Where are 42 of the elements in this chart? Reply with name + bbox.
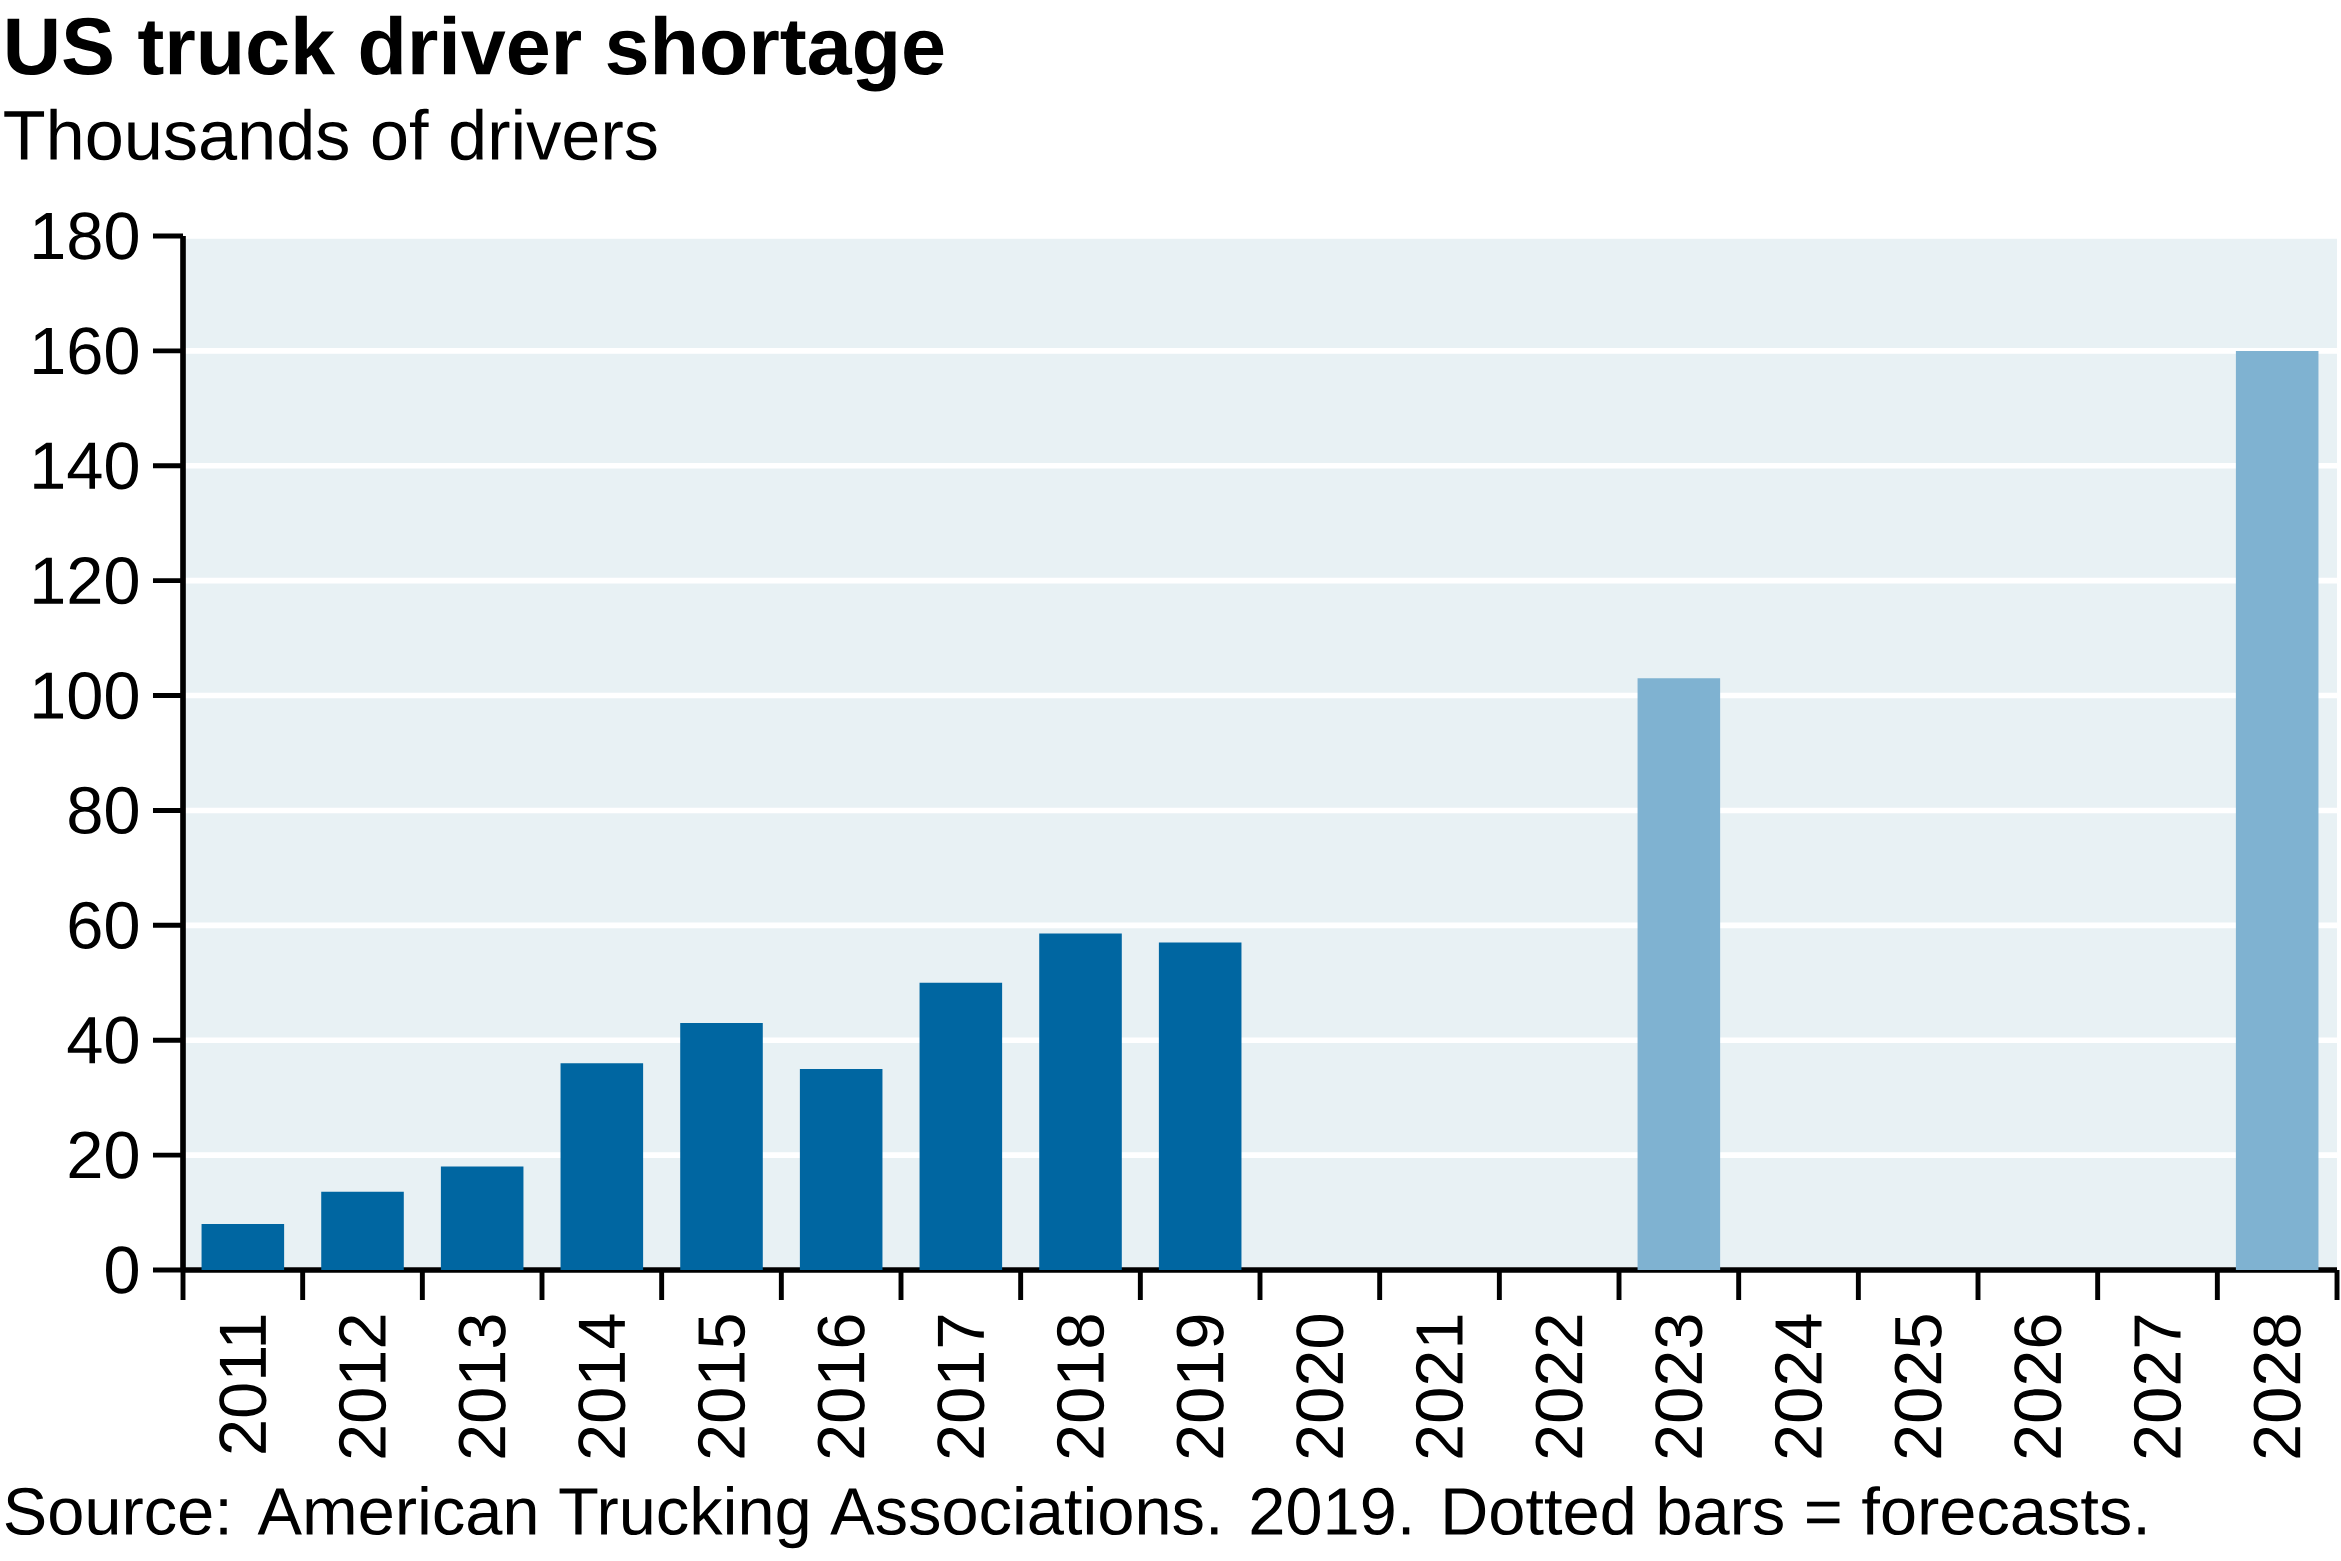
bar [680,1023,763,1271]
x-tick-label: 2013 [458,1315,506,1458]
y-tick-label: 100 [34,671,138,720]
y-tick-label: 180 [34,212,138,260]
x-tick-label: 2023 [1655,1315,1703,1458]
x-tick-label: 2011 [219,1315,267,1453]
x-tick-label: 2019 [1176,1315,1224,1458]
bar [560,1063,644,1271]
y-tick-label: 40 [67,1016,138,1064]
bar [799,1068,883,1271]
x-tick-label: 2016 [817,1315,865,1458]
x-tick-label: 2014 [578,1314,626,1458]
y-tick-label: 120 [34,557,138,605]
source-note: Source: American Trucking Associations. 2019. Dotted bars = forecasts. [5,1486,2145,1549]
bar [1158,942,1242,1271]
bar [919,982,1003,1271]
x-tick-label: 2027 [2133,1315,2182,1458]
x-tick-label: 2017 [937,1315,985,1458]
x-tick-label: 2021 [1415,1315,1464,1458]
chart-subtitle: Thousands of drivers [4,108,657,161]
y-tick-label: 0 [106,1246,138,1294]
x-tick-label: 2015 [697,1315,746,1458]
x-tick-label: 2022 [1535,1315,1583,1458]
bar [2235,350,2319,1271]
y-tick-label: 20 [69,1131,138,1179]
chart-title: US truck driver shortage [7,15,944,92]
x-tick-label: 2020 [1296,1315,1344,1458]
x-tick-label: 2024 [1774,1314,1823,1458]
y-tick-label: 160 [34,327,138,375]
y-tick-label: 80 [69,786,138,835]
x-tick-label: 2018 [1056,1315,1105,1458]
y-tick-label: 60 [69,901,138,949]
bar [440,1166,524,1271]
x-tick-label: 2012 [338,1315,387,1458]
x-tick-label: 2025 [1894,1315,1942,1458]
bar [321,1191,404,1271]
bar [201,1224,285,1271]
y-tick-label: 140 [34,442,138,490]
bar [1039,933,1122,1271]
bar [1637,678,1721,1271]
x-tick-label: 2026 [2014,1315,2062,1458]
x-tick-label: 2028 [2253,1315,2301,1458]
